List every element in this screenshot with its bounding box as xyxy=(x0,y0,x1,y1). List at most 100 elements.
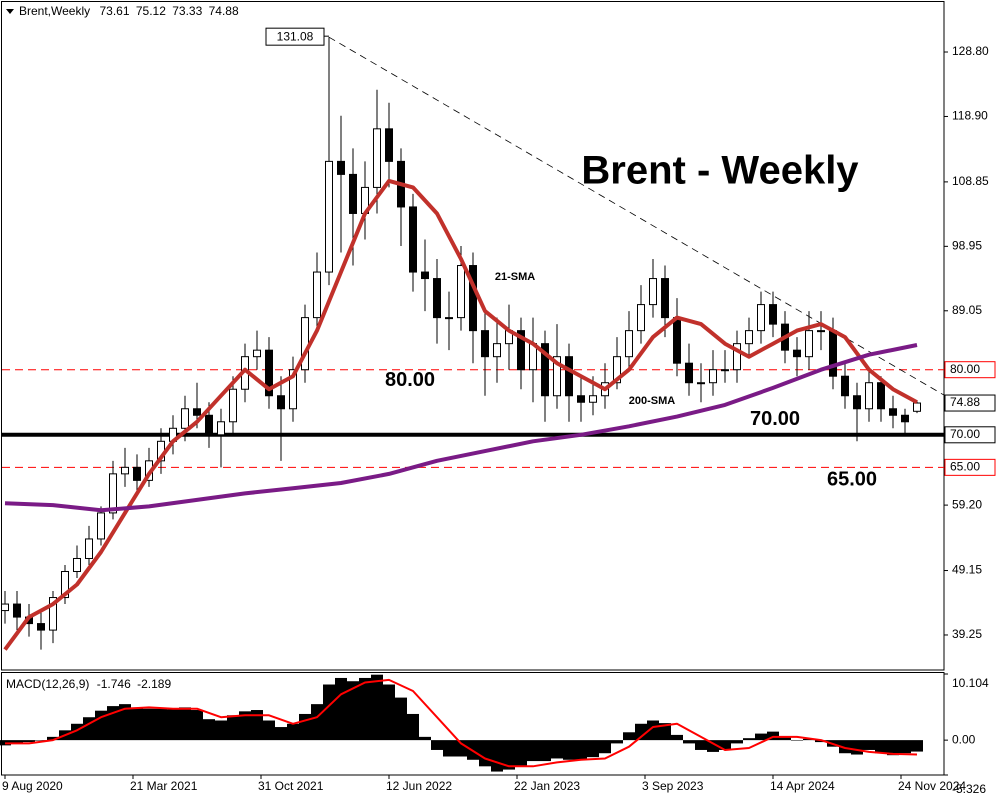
macd-bar xyxy=(575,740,587,760)
candle-body xyxy=(85,538,93,559)
y-tick-label: 128.80 xyxy=(952,44,989,58)
macd-bar xyxy=(767,731,779,741)
level-tag xyxy=(944,426,996,444)
macd-bar xyxy=(611,740,623,744)
macd-bar xyxy=(479,740,491,767)
macd-bar xyxy=(251,710,263,741)
candle-body xyxy=(193,408,201,416)
candle-body xyxy=(133,466,141,481)
macd-bar xyxy=(359,677,371,741)
level-annotation: 70.00 xyxy=(750,408,800,430)
macd-bar xyxy=(131,707,143,741)
candle-body xyxy=(493,343,501,358)
low-value: 73.33 xyxy=(172,4,202,18)
candle-body xyxy=(817,330,825,333)
candle-body xyxy=(385,128,393,162)
macd-bar xyxy=(275,727,287,741)
candle-body xyxy=(589,395,597,403)
candle-body xyxy=(613,356,621,384)
candle-body xyxy=(853,395,861,410)
macd-y-tick-label: -5.326 xyxy=(952,782,986,796)
last-price-tag xyxy=(944,394,996,412)
macd-bar xyxy=(419,736,431,741)
x-tick-label: 22 Jan 2023 xyxy=(514,779,580,793)
macd-bar xyxy=(851,740,863,755)
macd-bar xyxy=(431,740,443,750)
candle-body xyxy=(577,395,585,403)
macd-bar xyxy=(515,740,527,767)
candle-body xyxy=(841,375,849,397)
candle-body xyxy=(565,356,573,397)
candle-body xyxy=(349,173,357,214)
macd-bar xyxy=(287,723,299,741)
macd-bar xyxy=(299,713,311,741)
macd-bar xyxy=(11,740,23,744)
candle-body xyxy=(277,395,285,410)
candle-body xyxy=(289,369,297,410)
macd-bar xyxy=(719,740,731,750)
candle-body xyxy=(337,160,345,175)
macd-bar xyxy=(599,740,611,754)
y-tick-label: 118.90 xyxy=(952,109,988,123)
candle-body xyxy=(13,603,21,618)
candle-body xyxy=(181,408,189,429)
macd-bar xyxy=(347,681,359,741)
candle-body xyxy=(745,330,753,345)
macd-bar xyxy=(443,740,455,757)
macd-signal xyxy=(5,678,918,768)
macd-bar xyxy=(119,704,131,741)
macd-bar xyxy=(887,740,899,756)
candle-body xyxy=(313,271,321,319)
macd-bar xyxy=(563,740,575,760)
macd-bar xyxy=(623,732,635,741)
candle-body xyxy=(517,330,525,371)
macd-bar xyxy=(491,740,503,772)
candle-body xyxy=(109,473,117,514)
macd-bar xyxy=(671,734,683,741)
price-panel xyxy=(1,1,945,671)
candle-body xyxy=(721,369,729,372)
y-tick-label: 108.85 xyxy=(952,174,989,188)
candle-body xyxy=(913,402,921,412)
macd-bar xyxy=(383,684,395,741)
candle-body xyxy=(901,414,909,423)
candle-body xyxy=(793,349,801,358)
candle-body xyxy=(673,317,681,364)
macd-bar xyxy=(683,740,695,744)
level-tag xyxy=(944,458,996,476)
x-tick-label: 21 Mar 2021 xyxy=(130,779,198,793)
close-value: 74.88 xyxy=(209,4,239,18)
candle-body xyxy=(97,512,105,540)
sma-label: 200-SMA xyxy=(629,395,676,407)
macd-bar xyxy=(659,723,671,741)
macd-bar xyxy=(203,719,215,741)
level-tag xyxy=(944,361,996,379)
candle-body xyxy=(37,623,45,631)
candle-body xyxy=(889,408,897,416)
x-tick-label: 14 Apr 2024 xyxy=(770,779,835,793)
macd-bar xyxy=(779,736,791,741)
macd-bar xyxy=(335,677,347,741)
macd-bar xyxy=(863,740,875,750)
candle-body xyxy=(253,349,261,358)
candle-body xyxy=(265,349,273,397)
macd-bar xyxy=(395,697,407,741)
level-tag-label: 80.00 xyxy=(950,362,980,376)
candle-body xyxy=(733,343,741,371)
macd-bar xyxy=(707,740,719,752)
level-annotation: 65.00 xyxy=(827,469,877,491)
high-value: 75.12 xyxy=(136,4,166,18)
macd-bar xyxy=(155,708,167,741)
candle-body xyxy=(73,557,81,573)
candle-body xyxy=(541,343,549,397)
candle-body xyxy=(805,330,813,358)
macd-y-tick-label: 0.00 xyxy=(952,732,976,746)
candle-body xyxy=(685,362,693,384)
macd-bar xyxy=(239,711,251,741)
macd-bar xyxy=(167,709,179,741)
candle-body xyxy=(1,603,9,612)
chart-title: Brent - Weekly xyxy=(581,149,859,193)
menu-arrow xyxy=(6,9,14,14)
candle-body xyxy=(217,421,225,436)
